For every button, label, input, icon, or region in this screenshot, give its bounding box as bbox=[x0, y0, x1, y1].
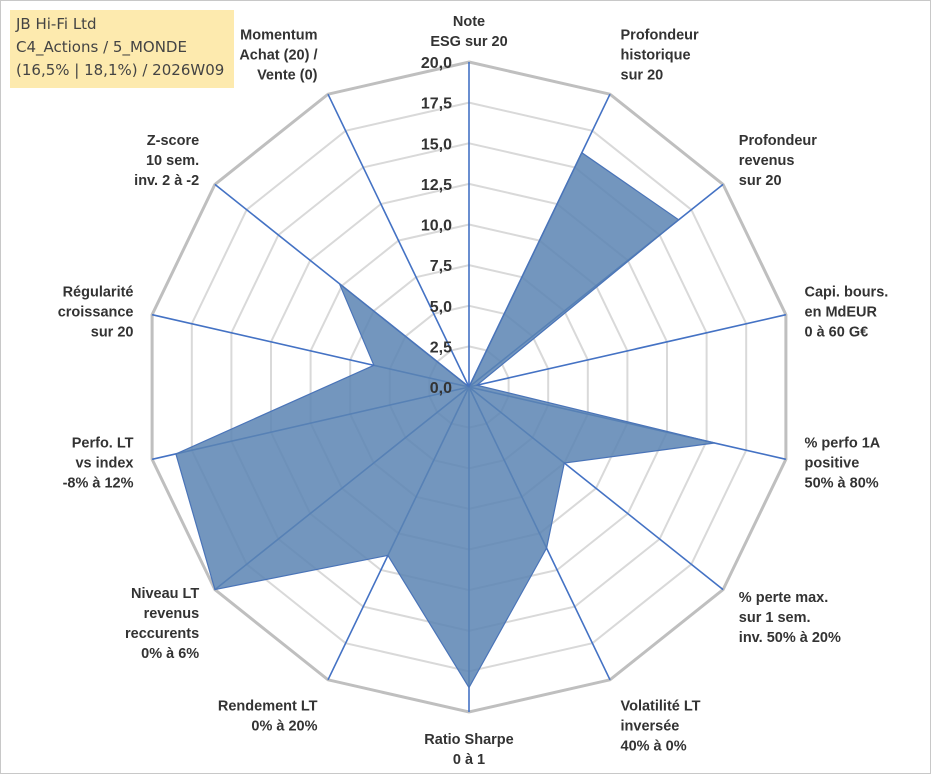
axis-label-line: en MdEUR bbox=[805, 304, 878, 320]
axis-spoke bbox=[327, 93, 470, 388]
axis-label-line: Volatilité LT bbox=[621, 698, 701, 714]
axis-label: Perfo. LT vs index -8% à 12% bbox=[63, 436, 134, 492]
axis-label: % perfo 1A positive 50% à 80% bbox=[805, 436, 881, 492]
tick-label: 5,0 bbox=[430, 299, 452, 316]
axis-label-line: sur 1 sem. bbox=[739, 610, 811, 626]
axis-label-line: sur 20 bbox=[739, 173, 782, 189]
company-name: JB Hi-Fi Ltd bbox=[16, 15, 97, 33]
axis-label-line: revenus bbox=[144, 606, 200, 622]
axis-label: Volatilité LT inversée 40% à 0% bbox=[621, 698, 701, 754]
axis-label: Niveau LT revenus reccurents 0% à 6% bbox=[125, 586, 199, 662]
axis-label-line: historique bbox=[621, 48, 691, 64]
tick-label: 7,5 bbox=[430, 258, 452, 275]
axis-label-line: Achat (20) / bbox=[239, 48, 317, 64]
tick-label: 0,0 bbox=[430, 380, 452, 397]
series-area bbox=[175, 151, 715, 689]
axis-label: Profondeur historique sur 20 bbox=[621, 28, 699, 84]
axis-label-line: % perfo 1A bbox=[805, 436, 881, 452]
axis-label-line: 40% à 0% bbox=[621, 738, 687, 754]
axis-label-line: Momentum bbox=[240, 28, 317, 44]
axis-label-line: 50% à 80% bbox=[805, 476, 879, 492]
axis-label: % perte max. sur 1 sem. inv. 50% à 20% bbox=[739, 590, 841, 646]
axis-label: Ratio Sharpe 0 à 1 bbox=[424, 732, 513, 768]
axis-label-line: inv. 2 à -2 bbox=[134, 173, 199, 189]
axis-label-line: Ratio Sharpe bbox=[424, 732, 513, 748]
portfolio-category: C4_Actions / 5_MONDE bbox=[16, 38, 187, 56]
axis-label-line: -8% à 12% bbox=[63, 476, 134, 492]
axis-label-line: sur 20 bbox=[621, 68, 664, 84]
axis-label-line: Régularité bbox=[63, 284, 134, 300]
axis-label-line: vs index bbox=[75, 456, 133, 472]
tick-label: 20,0 bbox=[421, 55, 452, 72]
axis-label-line: croissance bbox=[58, 304, 134, 320]
axis-label-line: Z-score bbox=[147, 133, 199, 149]
axis-label-line: Note bbox=[453, 14, 485, 30]
axis-label-line: 0% à 20% bbox=[251, 718, 317, 734]
axis-label-line: inversée bbox=[621, 718, 680, 734]
axis-label-line: sur 20 bbox=[91, 324, 134, 340]
axis-label-line: Perfo. LT bbox=[72, 436, 134, 452]
axis-label-line: Capi. bours. bbox=[805, 284, 889, 300]
axis-label: Régularité croissance sur 20 bbox=[58, 284, 134, 340]
title-box: JB Hi-Fi Ltd C4_Actions / 5_MONDE (16,5%… bbox=[10, 10, 234, 88]
axis-label-line: ESG sur 20 bbox=[430, 34, 507, 50]
tick-label: 12,5 bbox=[421, 177, 452, 194]
axis-label-line: Profondeur bbox=[621, 28, 699, 44]
axis-label-line: Profondeur bbox=[739, 133, 817, 149]
axis-label-line: Rendement LT bbox=[218, 698, 318, 714]
axis-spoke bbox=[468, 313, 787, 388]
tick-label: 10,0 bbox=[421, 218, 452, 235]
axis-label: Capi. bours. en MdEUR 0 à 60 G€ bbox=[805, 284, 889, 340]
tick-label: 2,5 bbox=[430, 339, 452, 356]
axis-label: Momentum Achat (20) / Vente (0) bbox=[239, 28, 317, 84]
axis-label: Z-score 10 sem. inv. 2 à -2 bbox=[134, 133, 199, 189]
tick-label: 15,0 bbox=[421, 136, 452, 153]
axis-label: Note ESG sur 20 bbox=[430, 14, 507, 50]
axis-label-line: Niveau LT bbox=[131, 586, 199, 602]
radar-axis-labels: Note ESG sur 20 Profondeur historique sur 20… bbox=[58, 14, 889, 768]
axis-label-line: 0% à 6% bbox=[141, 646, 199, 662]
axis-label-line: Vente (0) bbox=[257, 68, 318, 84]
axis-label-line: positive bbox=[805, 456, 860, 472]
axis-label-line: 10 sem. bbox=[146, 153, 199, 169]
axis-label-line: 0 à 1 bbox=[453, 752, 485, 768]
performance-week: (16,5% | 18,1%) / 2026W09 bbox=[16, 61, 225, 79]
radar-series bbox=[175, 151, 715, 689]
tick-label: 17,5 bbox=[421, 96, 452, 113]
axis-label-line: inv. 50% à 20% bbox=[739, 630, 841, 646]
axis-label: Rendement LT 0% à 20% bbox=[218, 698, 318, 734]
axis-label-line: 0 à 60 G€ bbox=[805, 324, 869, 340]
axis-label-line: reccurents bbox=[125, 626, 199, 642]
axis-label: Profondeur revenus sur 20 bbox=[739, 133, 817, 189]
radar-tick-labels: 0,0 2,5 5,0 7,5 10,0 12,5 15,0 17,5 20,0 bbox=[421, 55, 452, 397]
axis-label-line: % perte max. bbox=[739, 590, 828, 606]
axis-label-line: revenus bbox=[739, 153, 795, 169]
